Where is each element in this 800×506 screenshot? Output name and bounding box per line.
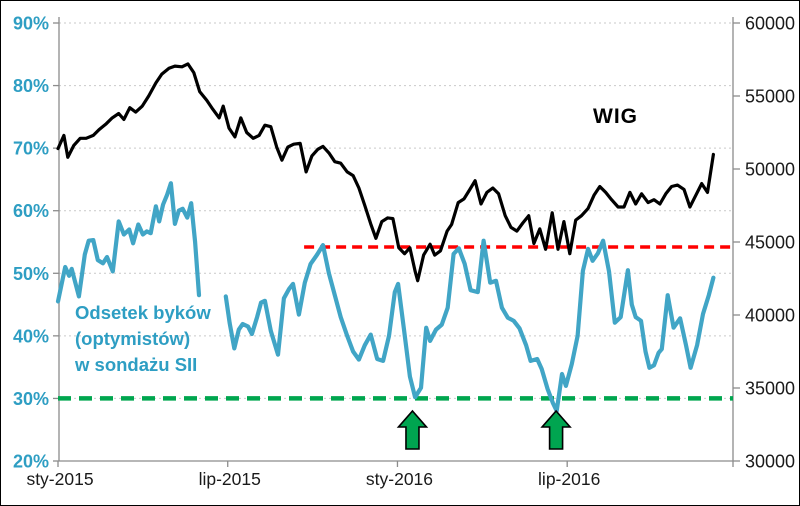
bulls-series-label-line2: (optymistów)	[75, 328, 191, 349]
left-axis-tick-label: 20%	[13, 452, 49, 472]
left-axis-tick-label: 70%	[13, 139, 49, 159]
left-axis-tick-label: 50%	[13, 264, 49, 284]
left-axis-tick-label: 40%	[13, 326, 49, 346]
right-axis-tick-label: 45000	[745, 233, 795, 253]
x-axis-tick-label: sty-2015	[26, 469, 93, 489]
left-axis-tick-label: 30%	[13, 389, 49, 409]
x-axis-tick-label: lip-2016	[538, 469, 600, 489]
right-axis-tick-label: 55000	[745, 87, 795, 107]
series-line-bulls	[55, 181, 716, 413]
right-axis-tick-label: 50000	[745, 160, 795, 180]
wig-series-label: WIG	[593, 105, 638, 128]
left-axis-tick-label: 80%	[13, 76, 49, 96]
up-arrow-icon	[396, 409, 429, 450]
bulls-series-label-line3: w sondażu SII	[75, 354, 198, 375]
bulls-series-label: Odsetek byków (optymistów) w sondażu SII	[75, 300, 211, 378]
right-axis-tick-label: 35000	[745, 379, 795, 399]
right-axis-tick-label: 60000	[745, 14, 795, 34]
up-arrow-icon	[540, 409, 572, 450]
x-axis-tick-label: lip-2015	[199, 469, 261, 489]
x-axis-tick-label: sty-2016	[366, 469, 433, 489]
series-line-wig	[56, 62, 715, 283]
right-axis-tick-label: 40000	[745, 306, 795, 326]
left-axis-tick-label: 60%	[13, 201, 49, 221]
left-axis-tick-label: 90%	[13, 14, 49, 34]
bulls-series-label-line1: Odsetek byków	[75, 302, 211, 323]
right-axis-tick-label: 30000	[745, 452, 795, 472]
